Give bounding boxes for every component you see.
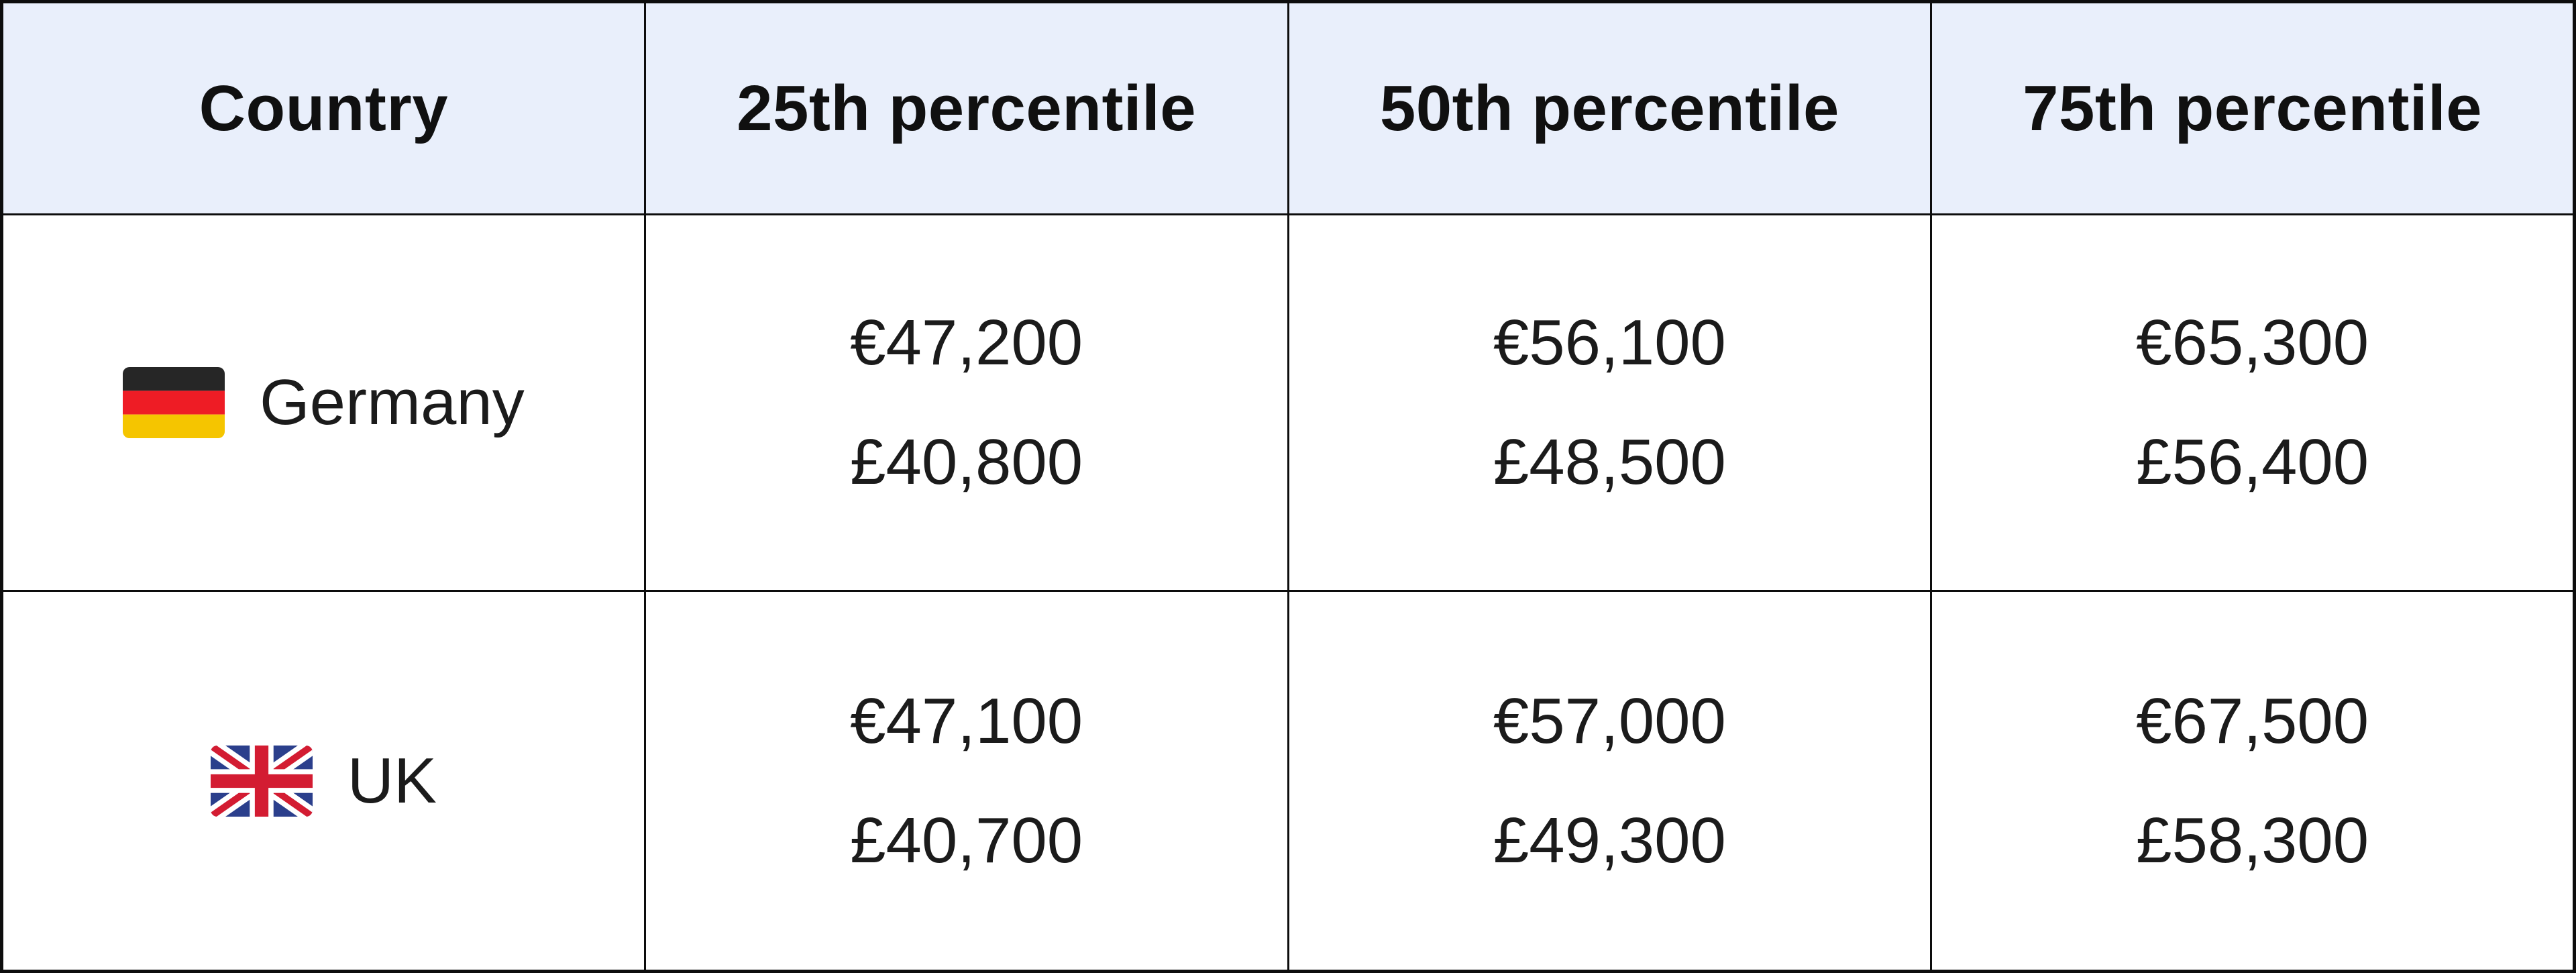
value-eur: €47,100 [850, 684, 1083, 757]
cell-uk-p50: €57,000 £49,300 [1287, 590, 1933, 972]
country-label: Germany [259, 366, 525, 438]
value-eur: €47,200 [850, 307, 1083, 378]
value-eur: €65,300 [2136, 307, 2369, 378]
country-cell-uk: UK [1, 590, 646, 972]
value-gbp: £56,400 [2136, 426, 2369, 498]
value-gbp: £58,300 [2136, 804, 2369, 876]
country-cell-germany: Germany [1, 213, 646, 592]
uk-flag-icon [210, 745, 313, 817]
cell-germany-p75: €65,300 £56,400 [1930, 213, 2575, 592]
header-50th-percentile: 50th percentile [1287, 1, 1933, 215]
header-country: Country [1, 1, 646, 215]
header-row: Country 25th percentile 50th percentile … [1, 1, 2575, 215]
value-eur: €56,100 [1493, 307, 1726, 378]
germany-flag-icon [122, 367, 225, 438]
country-label: UK [347, 744, 437, 817]
value-eur: €67,500 [2136, 684, 2369, 757]
table-row-germany: Germany €47,200 £40,800 €56,100 £48,500 … [1, 213, 2575, 592]
value-gbp: £40,700 [850, 804, 1083, 876]
cell-uk-p75: €67,500 £58,300 [1930, 590, 2575, 972]
cell-germany-p25: €47,200 £40,800 [643, 213, 1289, 592]
value-gbp: £48,500 [1493, 426, 1726, 498]
value-gbp: £40,800 [850, 426, 1083, 498]
value-gbp: £49,300 [1493, 804, 1726, 876]
table-row-uk: UK €47,100 £40,700 €57,000 £49,300 €67,5… [1, 590, 2575, 972]
header-75th-percentile: 75th percentile [1930, 1, 2575, 215]
value-eur: €57,000 [1493, 684, 1726, 757]
header-25th-percentile: 25th percentile [643, 1, 1289, 215]
cell-uk-p25: €47,100 £40,700 [643, 590, 1289, 972]
cell-germany-p50: €56,100 £48,500 [1287, 213, 1933, 592]
